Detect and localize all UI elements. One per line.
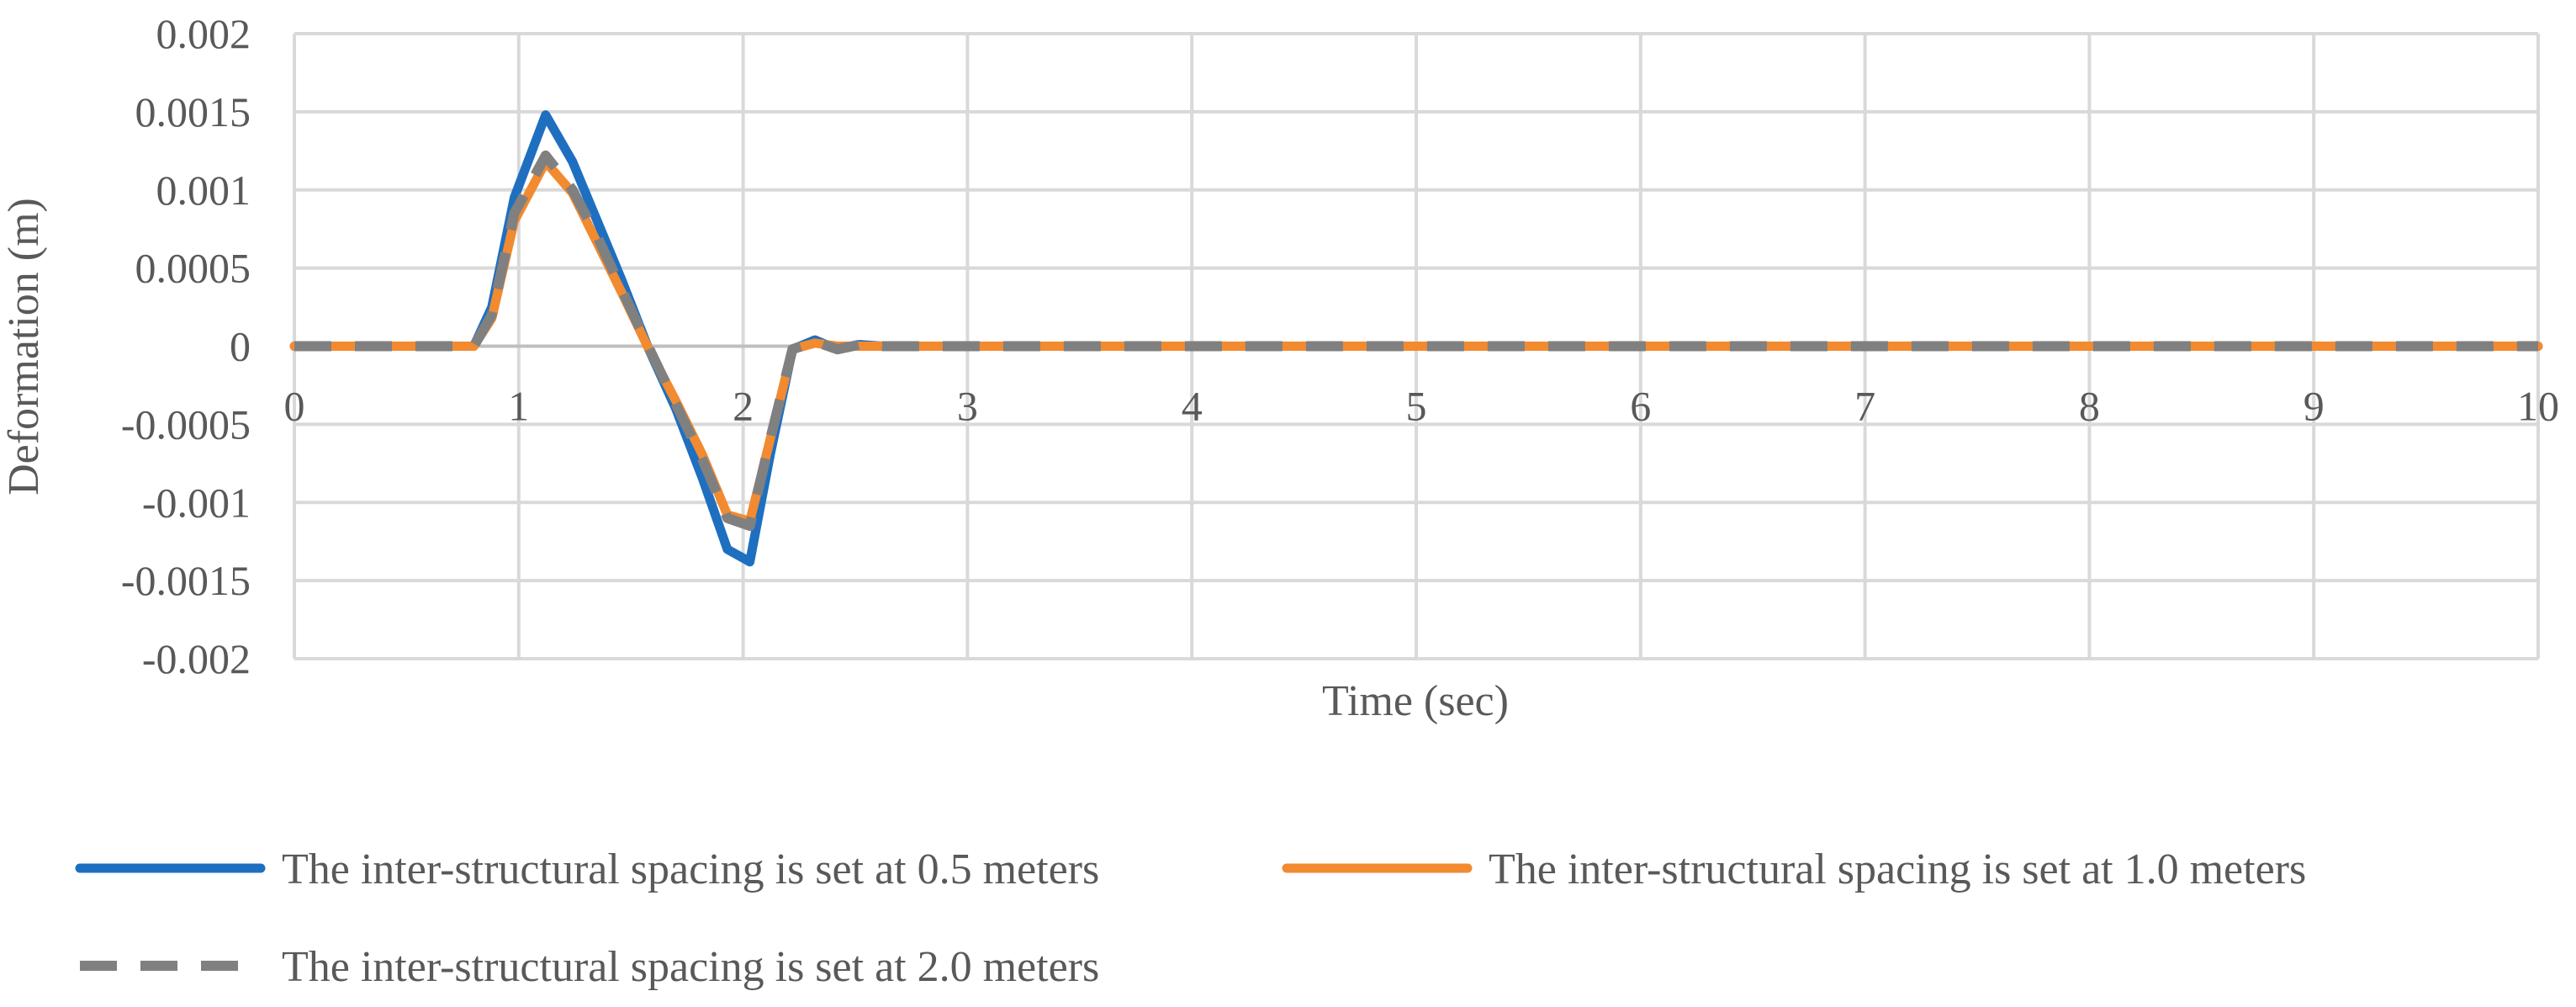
x-tick-label: 7 bbox=[1854, 383, 1875, 430]
legend-entry: The inter-structural spacing is set at 0… bbox=[75, 845, 1099, 893]
legend: The inter-structural spacing is set at 0… bbox=[75, 845, 2306, 991]
y-tick-label: 0.0005 bbox=[135, 245, 251, 292]
legend-entry: The inter-structural spacing is set at 1… bbox=[1282, 845, 2306, 893]
x-tick-label: 8 bbox=[2079, 383, 2100, 430]
series-layer bbox=[289, 110, 2543, 567]
x-tick-label: 4 bbox=[1182, 383, 1203, 430]
x-tick-label: 6 bbox=[1630, 383, 1651, 430]
y-tick-label: -0.001 bbox=[142, 479, 251, 526]
x-tick-label: 1 bbox=[508, 383, 529, 430]
x-tick-label: 9 bbox=[2304, 383, 2325, 430]
legend-label: The inter-structural spacing is set at 2… bbox=[282, 943, 1099, 991]
x-axis-ticks: 0 1 2 3 4 5 6 7 8 9 10 bbox=[284, 383, 2560, 430]
x-tick-label: 5 bbox=[1406, 383, 1427, 430]
y-tick-label: 0.001 bbox=[156, 167, 251, 214]
legend-label: The inter-structural spacing is set at 0… bbox=[282, 845, 1099, 893]
x-axis-title: Time (sec) bbox=[1322, 677, 1509, 725]
legend-label: The inter-structural spacing is set at 1… bbox=[1489, 845, 2306, 893]
y-tick-label: 0 bbox=[230, 323, 251, 370]
x-tick-label: 3 bbox=[957, 383, 978, 430]
y-tick-label: -0.002 bbox=[142, 635, 251, 682]
x-tick-label: 10 bbox=[2517, 383, 2559, 430]
y-tick-label: 0.0015 bbox=[135, 88, 251, 135]
y-axis-ticks: 0.002 0.0015 0.001 0.0005 0 -0.0005 -0.001 -0.0… bbox=[121, 10, 251, 682]
y-tick-label: -0.0005 bbox=[121, 400, 251, 448]
series-2-0m-line bbox=[294, 150, 2538, 532]
legend-entry: The inter-structural spacing is set at 2… bbox=[80, 943, 1099, 991]
x-tick-label: 2 bbox=[733, 383, 754, 430]
x-tick-label: 0 bbox=[284, 383, 305, 430]
y-tick-label: 0.002 bbox=[156, 10, 251, 57]
y-tick-label: -0.0015 bbox=[121, 557, 251, 604]
y-axis-title: Deformation (m) bbox=[0, 198, 48, 496]
